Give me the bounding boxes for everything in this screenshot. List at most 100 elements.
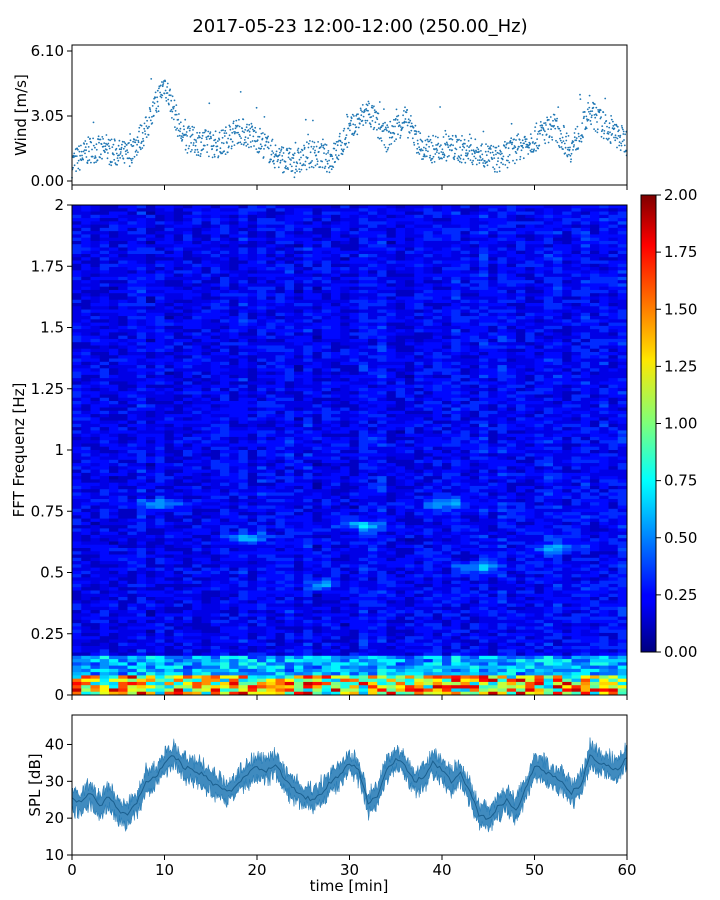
spectrogram-cell [173,391,184,395]
spectrogram-cell [257,329,267,333]
spectrogram-cell [118,316,128,320]
spectrogram-cell [469,240,480,245]
spectrogram-cell [155,410,165,415]
wind-point [371,120,374,122]
wind-point [440,144,442,147]
spectrogram-cell [146,240,156,245]
spectrogram-cell [266,296,276,301]
wind-point [258,147,260,150]
spectrogram-cell [72,260,82,265]
wind-point [334,142,337,145]
spectrogram-cell [469,221,489,225]
spectrogram-cell [358,270,369,274]
wind-point [257,135,259,138]
spectrogram-cell [321,296,332,301]
spectrogram-cell [183,342,193,346]
spectrogram-cell [238,329,249,333]
wind-point [601,128,604,131]
spectrogram-cell [506,378,517,382]
spectrogram-cell [525,342,535,346]
wind-point [443,154,446,157]
spectrogram-cell [72,231,82,235]
spectrogram-cell [275,316,286,320]
spectrogram-cell [340,427,369,431]
spectrogram-cell [331,221,341,225]
spectrogram-cell [608,205,628,209]
wind-point [323,152,325,155]
spectrogram-cell [349,329,360,333]
spectrogram-cell [377,378,387,382]
spectrogram-cell [553,381,563,386]
spectrogram-cell [192,446,202,451]
spectrogram-cell [516,329,526,333]
spectrogram-cell [460,335,471,340]
spectrogram-cell [516,436,526,441]
spectrogram-cell [183,433,193,438]
spectrogram-cell [386,345,397,350]
spectrogram-cell [183,404,193,408]
wind-point [480,159,483,162]
spectrogram-cell [553,231,563,235]
wind-point [516,134,518,137]
spectrogram-cell [99,433,110,438]
spectrogram-cell [479,453,489,457]
spectrogram-cell [414,407,424,412]
spectrogram-cell [81,397,91,402]
wind-point [578,140,581,143]
spectrogram-cell [553,234,563,239]
wind-point [214,130,217,133]
spectrogram-cell [146,352,156,356]
spectrogram-cell [506,381,517,386]
spectrogram-cell [173,237,184,242]
spectrogram-cell [331,286,341,291]
spectrogram-cell [303,247,313,252]
spectrogram-cell [127,254,147,258]
spectrogram-cell [562,371,572,376]
spectrogram-cell [164,227,175,232]
spectrogram-cell [109,345,119,350]
wind-point [193,126,196,129]
wind-point [322,146,325,149]
wind-point [322,144,325,147]
spectrogram-cell [543,306,563,310]
spectrogram-cell [460,250,471,255]
spectrogram-cell [127,286,147,291]
spectrogram-cell [460,443,480,448]
spectrogram-cell [571,436,582,441]
wind-point [201,137,203,140]
wind-point [249,141,252,143]
spectrogram-cell [377,381,387,386]
spectrogram-cell [340,322,350,327]
spectrogram-cell [146,306,156,310]
spectrogram-cell [220,237,230,242]
spectrogram-cell [497,260,508,265]
spectrogram-cell [617,450,628,454]
wind-point [307,142,310,145]
spectrogram-cell [377,322,387,327]
spectrogram-cell [525,289,545,294]
wind-point [410,115,412,117]
spectrogram-cell [257,348,267,353]
spectrogram-cell [192,358,202,363]
spectrogram-cell [423,440,452,444]
spectrogram-cell [72,427,82,431]
spectrogram-cell [497,286,526,291]
wind-point [297,147,300,150]
spectrogram-cell [460,342,471,346]
spectrogram-cell [229,374,239,379]
wind-point [569,160,572,163]
spectrogram-cell [220,244,230,248]
wind-point [539,124,542,127]
spectrogram-cell [432,453,452,457]
wind-point [529,142,531,145]
wind-point [107,142,110,145]
spectrogram-cell [229,358,239,363]
wind-point [313,146,315,148]
spectrogram-cell [275,371,286,376]
spectrogram-cell [405,450,415,454]
spectrogram-cell [479,306,489,310]
wind-point [310,165,313,168]
spectrogram-cell [414,338,424,343]
spectrogram-cell [358,237,369,242]
wind-point [254,140,257,143]
